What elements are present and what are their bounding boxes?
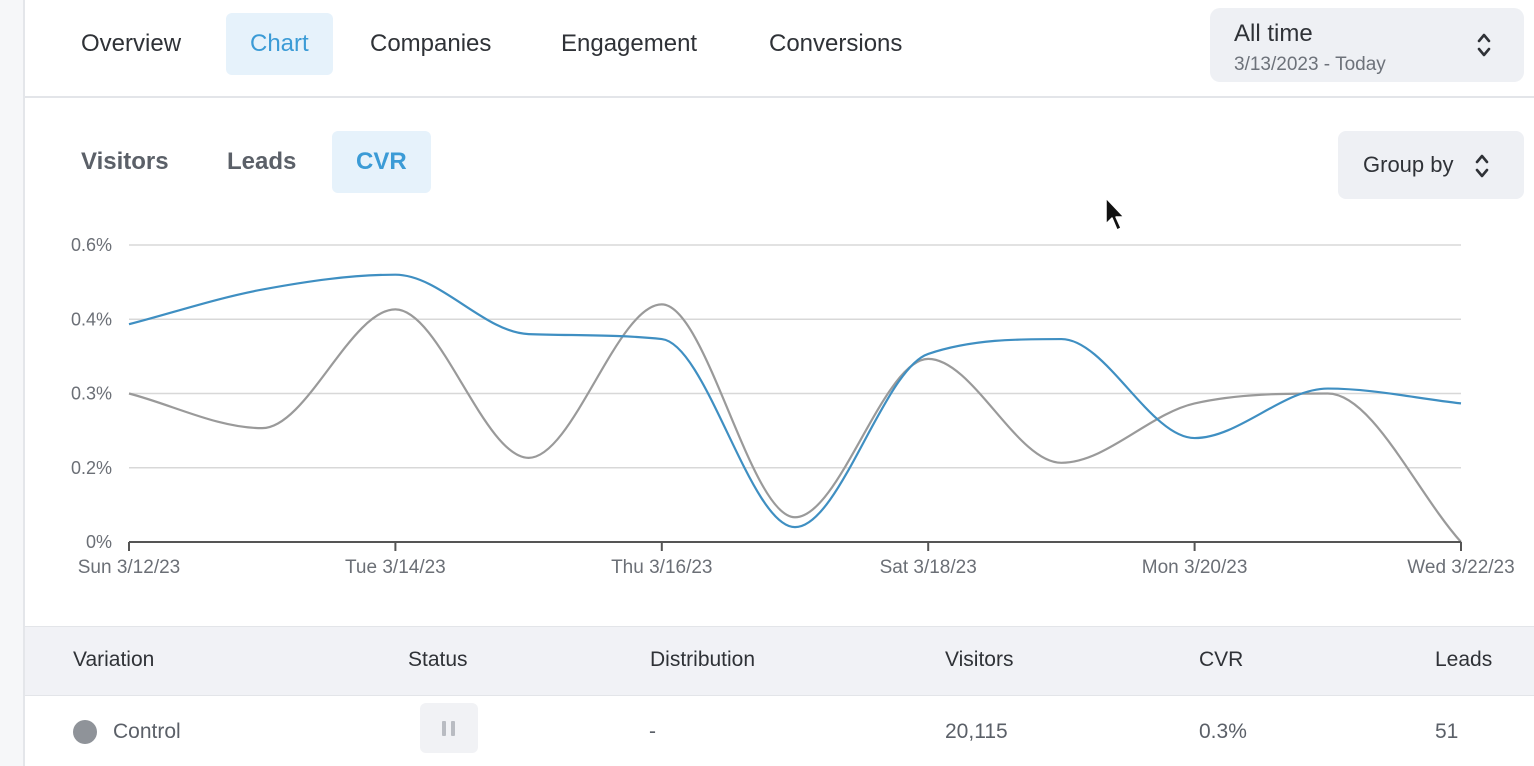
x-tick-label: Mon 3/20/23 bbox=[1142, 557, 1248, 578]
x-tick-label: Sun 3/12/23 bbox=[78, 557, 180, 578]
x-tick-label: Wed 3/22/23 bbox=[1407, 557, 1514, 578]
x-tick-label: Tue 3/14/23 bbox=[345, 557, 446, 578]
date-range-label: All time bbox=[1234, 20, 1313, 47]
left-rail bbox=[0, 0, 25, 766]
leads-value: 51 bbox=[1435, 720, 1459, 743]
visitors-value: 20,115 bbox=[945, 720, 1008, 743]
group-by-button[interactable]: Group by bbox=[1338, 131, 1524, 199]
variation-color-dot bbox=[73, 720, 97, 744]
cvr-line-chart: 0% 0.2% 0.3% 0.4% 0.6% Sun 3/12/23 Tue 3/14/23… bbox=[71, 235, 1515, 578]
metric-tab-leads[interactable]: Leads bbox=[227, 148, 297, 175]
tab-conversions[interactable]: Conversions bbox=[769, 30, 903, 57]
header-cvr[interactable]: CVR bbox=[1199, 648, 1244, 671]
y-tick-label: 0.3% bbox=[71, 384, 112, 404]
header-status[interactable]: Status bbox=[408, 648, 468, 671]
top-tab-bar: Overview Chart Companies Engagement Conv… bbox=[25, 0, 1534, 98]
y-tick-label: 0% bbox=[86, 532, 112, 552]
table-row[interactable]: Control - 20,115 0.3% 51 bbox=[25, 696, 1534, 766]
series-line-0[interactable] bbox=[128, 273, 1462, 529]
tab-chart[interactable]: Chart bbox=[226, 13, 333, 75]
variation-name: Control bbox=[113, 720, 181, 743]
date-range-select[interactable]: All time 3/13/2023 - Today bbox=[1210, 8, 1524, 82]
cvr-value: 0.3% bbox=[1199, 720, 1247, 743]
y-tick-label: 0.2% bbox=[71, 458, 112, 478]
metric-tab-cvr[interactable]: CVR bbox=[332, 131, 431, 193]
tab-engagement[interactable]: Engagement bbox=[561, 30, 698, 57]
header-visitors[interactable]: Visitors bbox=[945, 648, 1014, 671]
metric-tab-visitors[interactable]: Visitors bbox=[81, 148, 169, 175]
updown-chevron-icon bbox=[1477, 33, 1491, 57]
tab-companies[interactable]: Companies bbox=[370, 30, 492, 57]
distribution-value: - bbox=[649, 720, 656, 743]
series-line-1[interactable] bbox=[128, 303, 1462, 543]
tab-overview[interactable]: Overview bbox=[81, 30, 182, 57]
pause-button[interactable] bbox=[420, 703, 478, 753]
header-leads[interactable]: Leads bbox=[1435, 648, 1493, 671]
date-range-sub: 3/13/2023 - Today bbox=[1234, 54, 1386, 75]
x-tick-label: Thu 3/16/23 bbox=[611, 557, 712, 578]
group-by-label: Group by bbox=[1363, 152, 1454, 177]
updown-chevron-icon bbox=[1475, 154, 1489, 178]
table-header: Variation Status Distribution Visitors C… bbox=[25, 626, 1534, 696]
x-tick-label: Sat 3/18/23 bbox=[880, 557, 977, 578]
y-tick-label: 0.4% bbox=[71, 309, 112, 329]
y-tick-label: 0.6% bbox=[71, 235, 112, 255]
header-distribution[interactable]: Distribution bbox=[650, 648, 756, 671]
header-variation[interactable]: Variation bbox=[73, 648, 155, 671]
mouse-cursor-icon bbox=[1105, 197, 1125, 231]
